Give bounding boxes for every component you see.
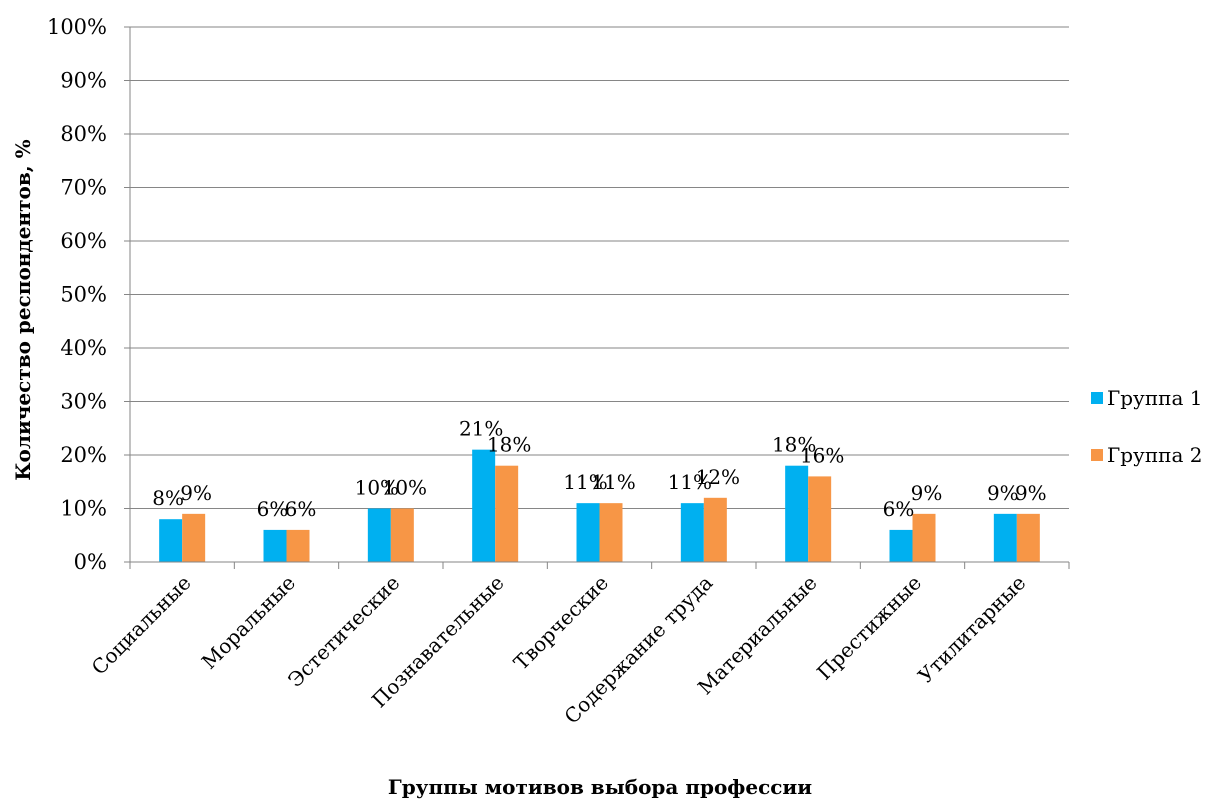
bar-1 [576, 503, 600, 562]
data-label: 9% [180, 481, 212, 505]
y-tick-label: 0% [74, 550, 107, 574]
data-label: 18% [487, 433, 531, 457]
y-tick-label: 60% [60, 229, 107, 253]
data-label: 6% [285, 497, 317, 521]
gridlines [130, 26, 1069, 509]
y-tick-labels: 0% 10% 20% 30% 40% 50% 60% 70% 80% 90% 100% [47, 15, 107, 574]
x-category-label: Творческие [509, 571, 613, 675]
bar-2 [599, 503, 623, 562]
bar-1 [367, 508, 391, 562]
data-label: 11% [563, 470, 607, 494]
bars [159, 449, 1040, 562]
bar-1 [680, 503, 704, 562]
legend-swatch [1091, 449, 1103, 461]
bar-2 [1016, 513, 1040, 562]
axes [124, 26, 1070, 569]
x-category-label: Моральные [197, 571, 300, 674]
data-label: 11% [668, 470, 712, 494]
bar-1 [159, 519, 183, 562]
y-tick-label: 80% [60, 122, 107, 146]
y-tick-label: 10% [60, 497, 107, 521]
legend-label: Группа 1 [1107, 386, 1202, 410]
data-label: 11% [591, 470, 635, 494]
bar-1 [993, 513, 1017, 562]
data-label: 10% [383, 476, 427, 500]
y-tick-label: 20% [60, 443, 107, 467]
data-label: 10% [355, 476, 399, 500]
x-category-label: Эстетические [283, 571, 404, 692]
bar-2 [808, 476, 832, 562]
data-label: 9% [911, 481, 943, 505]
data-label: 6% [883, 497, 915, 521]
data-label: 9% [987, 481, 1019, 505]
x-category-label: Престижные [812, 571, 926, 685]
bar-2 [495, 465, 519, 562]
bar-2 [286, 529, 310, 562]
legend: Группа 1 Группа 2 [1091, 386, 1202, 467]
legend-label: Группа 2 [1107, 443, 1202, 467]
x-category-label: Социальные [87, 571, 196, 680]
y-axis-title: Количество респондентов, % [11, 139, 35, 480]
bar-1 [889, 529, 913, 562]
data-labels: 8% 6%10%21%11% 11%18%6%9%9%6%10%18%11% 12%1… [152, 417, 1046, 521]
x-category-label: Утилитарные [913, 571, 1030, 688]
bar-2 [390, 508, 414, 562]
x-category-labels: Социальные МоральныеЭстетическиеПознавате… [87, 571, 1031, 729]
bar-1 [785, 465, 809, 562]
y-tick-label: 40% [60, 336, 107, 360]
bar-1 [472, 449, 496, 562]
bar-2 [912, 513, 936, 562]
bar-1 [263, 529, 287, 562]
data-label: 18% [772, 433, 816, 457]
y-tick-label: 50% [60, 283, 107, 307]
y-tick-label: 100% [47, 15, 107, 39]
legend-swatch [1091, 392, 1103, 404]
bar-2 [703, 497, 727, 562]
bar-2 [182, 513, 206, 562]
x-axis-title: Группы мотивов выбора профессии [388, 775, 812, 799]
y-tick-label: 90% [60, 69, 107, 93]
data-label: 8% [152, 486, 184, 510]
data-label: 12% [696, 465, 740, 489]
data-label: 9% [1015, 481, 1047, 505]
y-tick-label: 30% [60, 390, 107, 414]
data-label: 16% [800, 443, 844, 467]
data-label: 21% [459, 417, 503, 441]
y-tick-label: 70% [60, 176, 107, 200]
data-label: 6% [257, 497, 289, 521]
